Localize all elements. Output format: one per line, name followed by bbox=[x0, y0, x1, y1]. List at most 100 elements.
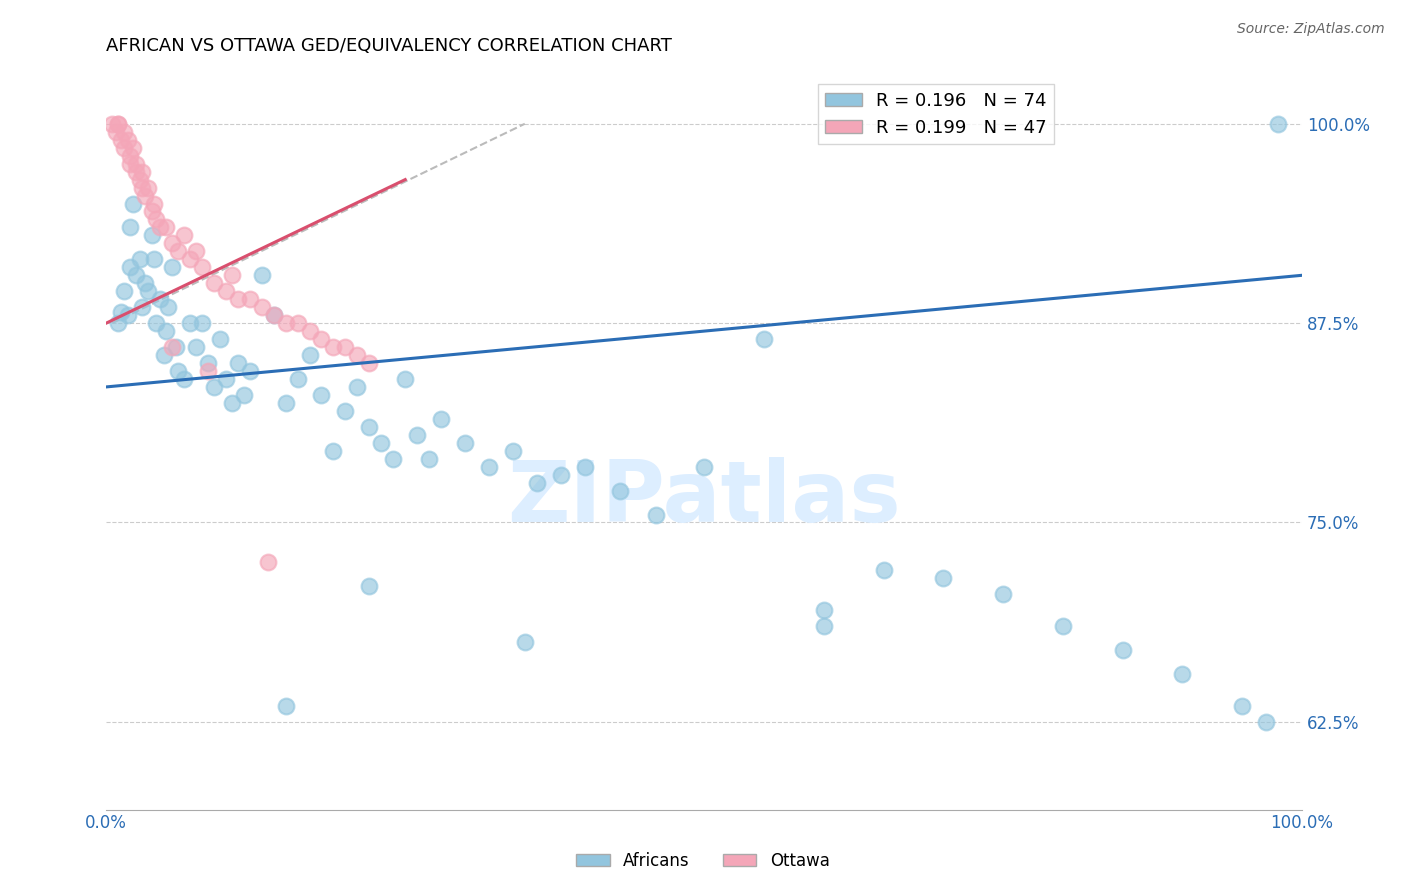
Point bbox=[120, 260, 142, 275]
Point bbox=[991, 587, 1014, 601]
Point bbox=[394, 372, 416, 386]
Point bbox=[197, 356, 219, 370]
Point bbox=[370, 435, 392, 450]
Point bbox=[107, 117, 129, 131]
Point bbox=[1111, 643, 1133, 657]
Point bbox=[179, 316, 201, 330]
Legend: R = 0.196   N = 74, R = 0.199   N = 47: R = 0.196 N = 74, R = 0.199 N = 47 bbox=[818, 85, 1054, 144]
Point bbox=[155, 324, 177, 338]
Point bbox=[1171, 667, 1194, 681]
Point bbox=[263, 308, 285, 322]
Point bbox=[287, 316, 309, 330]
Point bbox=[478, 459, 501, 474]
Point bbox=[202, 380, 225, 394]
Point bbox=[430, 412, 453, 426]
Point bbox=[167, 244, 190, 259]
Point bbox=[173, 372, 195, 386]
Point bbox=[107, 316, 129, 330]
Point bbox=[136, 284, 159, 298]
Point bbox=[125, 164, 148, 178]
Point bbox=[191, 316, 214, 330]
Point bbox=[239, 292, 262, 306]
Point bbox=[131, 164, 153, 178]
Point bbox=[197, 364, 219, 378]
Point bbox=[346, 348, 368, 362]
Point bbox=[101, 117, 124, 131]
Point bbox=[263, 308, 285, 322]
Point bbox=[134, 188, 156, 202]
Point bbox=[221, 268, 243, 283]
Point bbox=[932, 571, 955, 585]
Point bbox=[117, 133, 139, 147]
Point bbox=[382, 451, 405, 466]
Point bbox=[406, 427, 429, 442]
Point bbox=[418, 451, 440, 466]
Point bbox=[872, 563, 894, 577]
Point bbox=[141, 204, 163, 219]
Point bbox=[221, 396, 243, 410]
Point bbox=[160, 260, 183, 275]
Point bbox=[110, 133, 132, 147]
Point bbox=[112, 125, 135, 139]
Point bbox=[550, 467, 572, 482]
Point bbox=[145, 212, 167, 227]
Point bbox=[274, 396, 297, 410]
Point bbox=[141, 228, 163, 243]
Point bbox=[149, 292, 172, 306]
Point bbox=[311, 332, 333, 346]
Point bbox=[215, 372, 238, 386]
Point bbox=[131, 180, 153, 194]
Point bbox=[322, 340, 344, 354]
Point bbox=[184, 340, 207, 354]
Point bbox=[359, 419, 381, 434]
Point bbox=[202, 277, 225, 291]
Point bbox=[104, 125, 127, 139]
Point bbox=[322, 443, 344, 458]
Point bbox=[208, 332, 231, 346]
Text: Source: ZipAtlas.com: Source: ZipAtlas.com bbox=[1237, 22, 1385, 37]
Point bbox=[125, 156, 148, 170]
Point bbox=[287, 372, 309, 386]
Point bbox=[184, 244, 207, 259]
Point bbox=[298, 348, 321, 362]
Point bbox=[298, 324, 321, 338]
Point bbox=[128, 252, 150, 267]
Point bbox=[110, 305, 132, 319]
Point bbox=[226, 292, 249, 306]
Point bbox=[346, 380, 368, 394]
Point bbox=[250, 300, 273, 314]
Point bbox=[134, 277, 156, 291]
Point bbox=[165, 340, 187, 354]
Point bbox=[125, 268, 148, 283]
Point bbox=[179, 252, 201, 267]
Point bbox=[574, 459, 596, 474]
Point bbox=[112, 284, 135, 298]
Point bbox=[121, 141, 143, 155]
Point bbox=[502, 443, 524, 458]
Point bbox=[112, 141, 135, 155]
Point bbox=[239, 364, 262, 378]
Point bbox=[160, 340, 183, 354]
Point bbox=[152, 348, 174, 362]
Point bbox=[1052, 619, 1074, 633]
Point bbox=[131, 300, 153, 314]
Point bbox=[609, 483, 631, 498]
Point bbox=[1256, 714, 1278, 729]
Point bbox=[120, 149, 142, 163]
Point bbox=[752, 332, 775, 346]
Text: AFRICAN VS OTTAWA GED/EQUIVALENCY CORRELATION CHART: AFRICAN VS OTTAWA GED/EQUIVALENCY CORREL… bbox=[107, 37, 672, 55]
Point bbox=[120, 156, 142, 170]
Point bbox=[232, 388, 254, 402]
Point bbox=[117, 308, 139, 322]
Point bbox=[167, 364, 190, 378]
Point bbox=[513, 635, 536, 649]
Point bbox=[526, 475, 548, 490]
Point bbox=[136, 180, 159, 194]
Point bbox=[335, 404, 357, 418]
Point bbox=[120, 220, 142, 235]
Point bbox=[215, 284, 238, 298]
Point bbox=[274, 698, 297, 713]
Point bbox=[693, 459, 716, 474]
Point bbox=[157, 300, 180, 314]
Point bbox=[311, 388, 333, 402]
